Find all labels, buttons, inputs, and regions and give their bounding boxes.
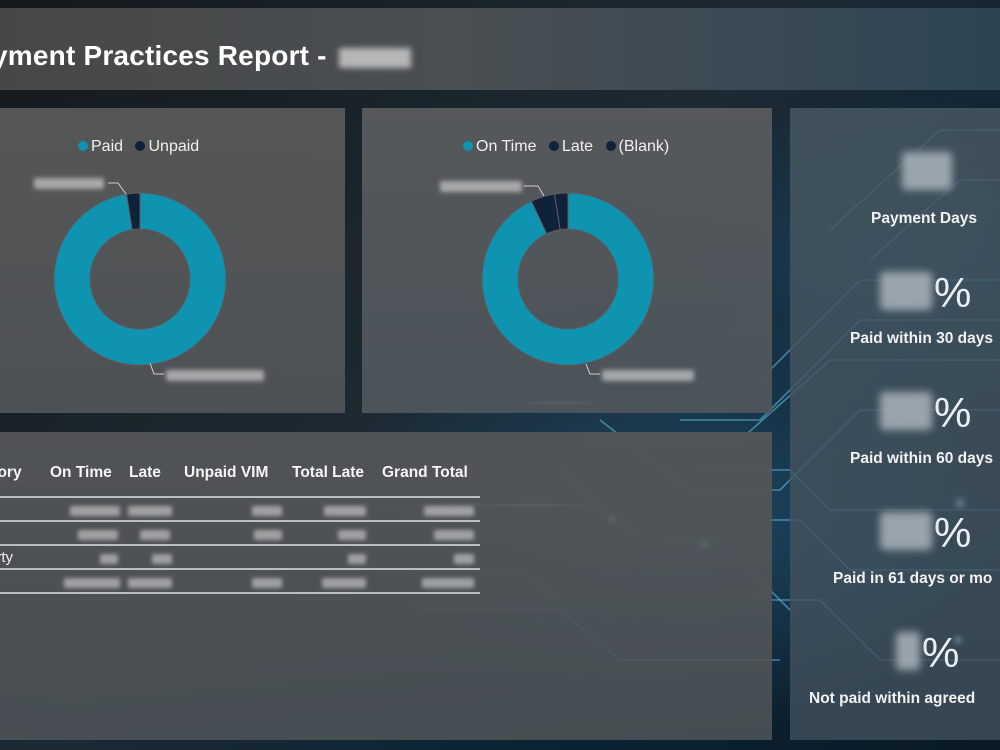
row-category: erty [0, 549, 14, 566]
table-row[interactable]: erty [0, 544, 480, 569]
paid-data-label [166, 370, 264, 381]
report-title-redacted [338, 47, 411, 68]
kpi-value: % [880, 272, 971, 314]
kpi-suffix: % [922, 629, 960, 676]
kpi-value: % [896, 632, 959, 674]
legend-label-paid: Paid [91, 138, 124, 155]
ontime-leader-lines [524, 185, 600, 375]
cell-total-late [338, 530, 366, 540]
report-title: yment Practices Report - [0, 40, 411, 72]
col-header-unpaid-vim[interactable]: Unpaid VIM [184, 464, 269, 481]
table-row[interactable] [0, 496, 480, 521]
cell-late [152, 554, 172, 564]
paid-legend: Paid Unpaid [78, 138, 199, 156]
on-time-data-label [602, 370, 694, 381]
on-time-late-chart-panel[interactable]: On Time Late (Blank) [362, 108, 772, 413]
legend-dot-unpaid [135, 140, 146, 151]
cell-total-late [348, 554, 366, 564]
paid-leader-lines [108, 182, 164, 375]
paid-slice-paid[interactable] [53, 192, 227, 366]
col-header-late[interactable]: Late [129, 464, 161, 481]
on-time-late-donut[interactable] [362, 108, 772, 413]
cell-late [128, 578, 172, 588]
table-bottom-divider [0, 592, 480, 594]
paid-unpaid-chart-panel[interactable]: Paid Unpaid [0, 108, 345, 413]
kpi-suffix: % [934, 389, 972, 436]
unpaid-data-label [34, 178, 104, 189]
legend-dot-paid [78, 140, 88, 151]
kpi-panel: Payment Days % Paid within 30 days % Pai… [790, 108, 1000, 740]
kpi-value [902, 152, 954, 194]
legend-item-paid[interactable]: Paid [78, 138, 123, 155]
table-row[interactable]: R [0, 520, 480, 545]
late-data-label [440, 181, 522, 192]
kpi-value: % [880, 392, 971, 434]
legend-label-unpaid: Unpaid [148, 138, 200, 155]
kpi-value-redacted [880, 392, 932, 430]
kpi-value-redacted [880, 272, 932, 310]
cell-on-time [100, 554, 118, 564]
report-title-text: yment Practices Report - [0, 40, 327, 71]
kpi-label: Not paid within agreed [809, 690, 976, 707]
cell-unpaid-vim [254, 530, 282, 540]
col-header-category[interactable]: gory [0, 464, 22, 481]
cell-grand-total [422, 578, 474, 588]
kpi-suffix: % [934, 509, 972, 556]
legend-dot-blank [605, 140, 616, 151]
legend-label-on-time: On Time [476, 138, 537, 155]
kpi-label: Paid in 61 days or mo [833, 570, 993, 587]
legend-dot-on-time [463, 140, 473, 151]
cell-late [140, 530, 170, 540]
paid-slice-unpaid[interactable] [125, 192, 141, 231]
kpi-value: % [880, 512, 971, 554]
legend-dot-late [548, 140, 559, 151]
col-header-grand-total[interactable]: Grand Total [382, 464, 468, 481]
col-header-total-late[interactable]: Total Late [292, 464, 365, 481]
paid-unpaid-donut[interactable] [0, 108, 345, 413]
cell-unpaid-vim [252, 506, 282, 516]
cell-grand-total [434, 530, 474, 540]
col-header-on-time[interactable]: On Time [50, 464, 112, 481]
cell-on-time [64, 578, 120, 588]
kpi-label: Payment Days [871, 210, 977, 227]
report-header: yment Practices Report - [0, 8, 1000, 90]
legend-label-blank: (Blank) [618, 138, 670, 155]
kpi-label: Paid within 30 days [850, 330, 993, 347]
cell-on-time [70, 506, 120, 516]
cell-late [128, 506, 172, 516]
cell-grand-total [424, 506, 474, 516]
kpi-value-redacted [896, 632, 920, 670]
legend-item-on-time[interactable]: On Time [463, 138, 536, 155]
kpi-suffix: % [934, 269, 972, 316]
ontime-slice-blank[interactable] [553, 192, 569, 231]
cell-total-late [324, 506, 366, 516]
ontime-slice-on-time[interactable] [481, 192, 655, 366]
table-total-row[interactable]: l [0, 568, 480, 593]
cell-on-time [78, 530, 118, 540]
legend-item-late[interactable]: Late [541, 138, 593, 155]
cell-unpaid-vim [252, 578, 282, 588]
ontime-legend: On Time Late (Blank) [463, 138, 669, 156]
legend-item-blank[interactable]: (Blank) [598, 138, 670, 155]
legend-item-unpaid[interactable]: Unpaid [127, 138, 199, 155]
category-table-panel[interactable]: gory On Time Late Unpaid VIM Total Late … [0, 432, 772, 740]
cell-grand-total [454, 554, 474, 564]
kpi-value-redacted [880, 512, 932, 550]
legend-label-late: Late [561, 138, 594, 155]
cell-total-late [322, 578, 366, 588]
kpi-label: Paid within 60 days [850, 450, 993, 467]
kpi-value-redacted [902, 152, 952, 190]
